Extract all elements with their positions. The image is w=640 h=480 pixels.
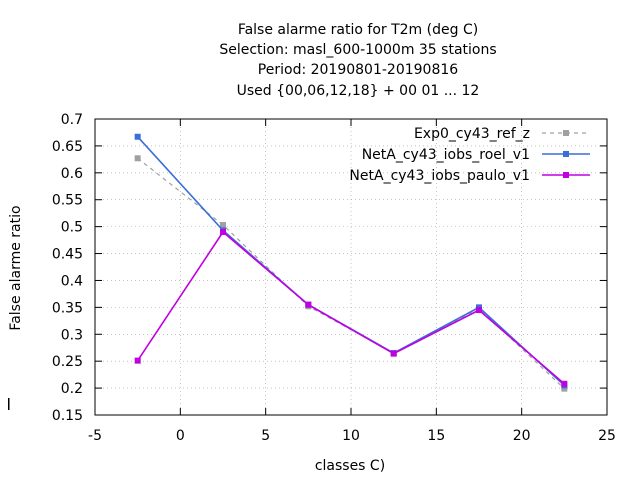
series-layer [134,133,568,392]
y-tick-label: 0.7 [61,112,83,128]
x-tick-label: 0 [176,428,185,444]
data-point [220,222,226,229]
x-tick-label: -5 [88,428,102,444]
title-line-4: Used {00,06,12,18} + 00 01 ... 12 [237,83,480,99]
y-tick-label: 0.15 [52,408,83,424]
legend-label: NetA_cy43_iobs_roel_v1 [362,147,530,163]
data-point [134,133,141,140]
x-tick-label: 25 [598,428,616,444]
series-3 [134,229,568,387]
data-point [305,301,312,308]
legend-swatch-marker [563,172,569,178]
x-axis-label: classes C) [315,458,385,474]
series-line [137,157,565,390]
y-tick-label: 0.65 [52,139,83,155]
legend: Exp0_cy43_ref_z NetA_cy43_iobs_roel_v1 Net… [349,126,590,184]
x-tick-label: 20 [513,428,531,444]
data-point [134,155,141,162]
edge-marker [8,398,10,410]
data-point [390,350,397,357]
x-tick-label: 15 [427,428,445,444]
title-line-3: Period: 20190801-20190816 [258,62,458,78]
title-line-1: False alarme ratio for T2m (deg C) [238,22,478,38]
data-point [476,307,482,314]
y-tick-label: 0.55 [52,193,83,209]
y-tick-label: 0.25 [52,354,83,370]
y-tick-label: 0.45 [52,247,83,263]
y-tick-label: 0.35 [52,300,83,316]
data-point [134,357,141,364]
series-1 [134,155,568,392]
legend-label: NetA_cy43_iobs_paulo_v1 [349,168,530,184]
grid [95,119,607,415]
chart-title: False alarme ratio for T2m (deg C) Selec… [219,22,496,99]
series-line [137,230,565,385]
data-point [220,229,226,236]
legend-label: Exp0_cy43_ref_z [414,126,530,142]
y-tick-label: 0.6 [61,166,83,182]
legend-swatch-marker [563,151,569,157]
y-axis-label: False alarme ratio [8,205,24,330]
y-tick-label: 0.5 [61,220,83,236]
legend-swatch-marker [563,130,569,136]
data-point [561,385,568,392]
title-line-2: Selection: masl_600-1000m 35 stations [219,42,496,58]
x-tick-label: 5 [261,428,270,444]
y-tick-label: 0.4 [61,273,83,289]
x-tick-label: 10 [342,428,360,444]
axis-ticks: 0.15 0.2 0.25 0.3 0.35 0.4 0.45 0.5 0.55 0.6 0.65 0… [52,112,616,444]
y-tick-label: 0.2 [61,381,83,397]
data-point [561,380,568,387]
y-tick-label: 0.3 [61,327,83,343]
